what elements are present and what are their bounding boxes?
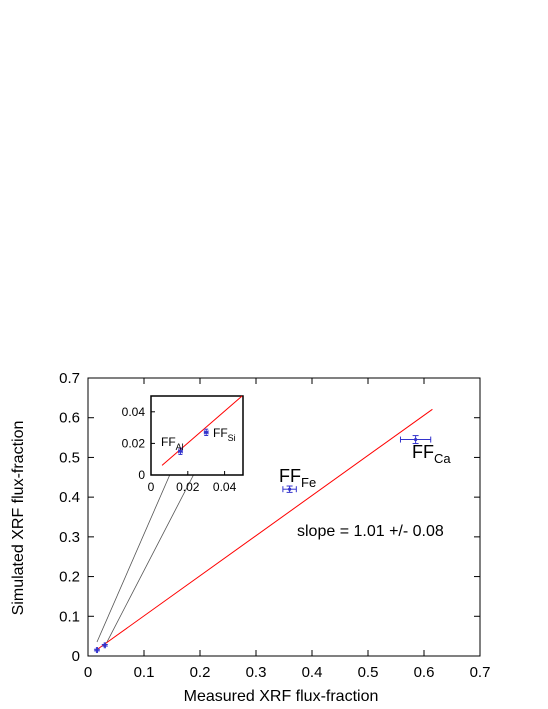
y-tick-label: 0.7 [59,370,80,387]
x-tick-label: 0.3 [246,664,267,681]
inset-y-tick-label: 0 [138,468,145,482]
inset-arrows [96,444,210,643]
arrow-si [106,444,210,643]
inset-x-tick-label: 0 [148,480,155,494]
data-point [178,449,183,453]
y-axis-label: Simulated XRF flux-fraction [10,421,27,616]
x-tick-label: 0.5 [358,664,379,681]
x-tick-label: 0.4 [302,664,323,681]
fit-line-group [96,408,433,651]
inset-x-tick-label: 0.04 [213,480,237,494]
x-axis-label: Measured XRF flux-fraction [184,688,379,705]
y-tick-label: 0.1 [59,608,80,625]
main-ticks: 0 0.1 0.2 0.3 0.4 0.5 0.6 0.7 0 0.1 0.2 0.3 0.4 0.5 0.… [59,370,490,681]
label-al: FFAl [161,435,184,452]
fit-line [96,408,433,651]
x-tick-label: 0.7 [470,664,491,681]
main-axes [87,377,481,657]
fit-slope-label: slope = 1.01 +/- 0.08 [297,523,444,540]
x-tick-label: 0 [84,664,92,681]
arrow-al [96,455,179,643]
y-tick-label: 0.6 [59,410,80,427]
data-point [95,648,99,652]
inset-chart: 0 0.02 0.04 0 0.02 0.04 FFAl FFSi [122,395,244,494]
y-tick-label: 0.2 [59,569,80,586]
data-points: FFCa FFFe [93,435,451,654]
y-tick-label: 0 [72,648,80,665]
inset-x-tick-label: 0.02 [176,480,200,494]
label-si: FFSi [213,426,236,443]
x-tick-label: 0.6 [414,664,435,681]
x-tick-label: 0.1 [134,664,155,681]
x-tick-label: 0.2 [190,664,211,681]
data-point [288,487,292,491]
y-tick-label: 0.3 [59,529,80,546]
inset-fit-line [161,395,243,466]
label-ca: FFCa [412,442,451,466]
inset-y-tick-label: 0.02 [122,436,146,450]
y-tick-label: 0.4 [59,489,80,506]
data-point [414,437,418,442]
inset-y-tick-label: 0.04 [122,405,146,419]
label-fe: FFFe [279,466,316,490]
data-point [204,430,208,434]
data-point [103,643,107,647]
plot-frame [87,377,481,657]
y-tick-label: 0.5 [59,449,80,466]
